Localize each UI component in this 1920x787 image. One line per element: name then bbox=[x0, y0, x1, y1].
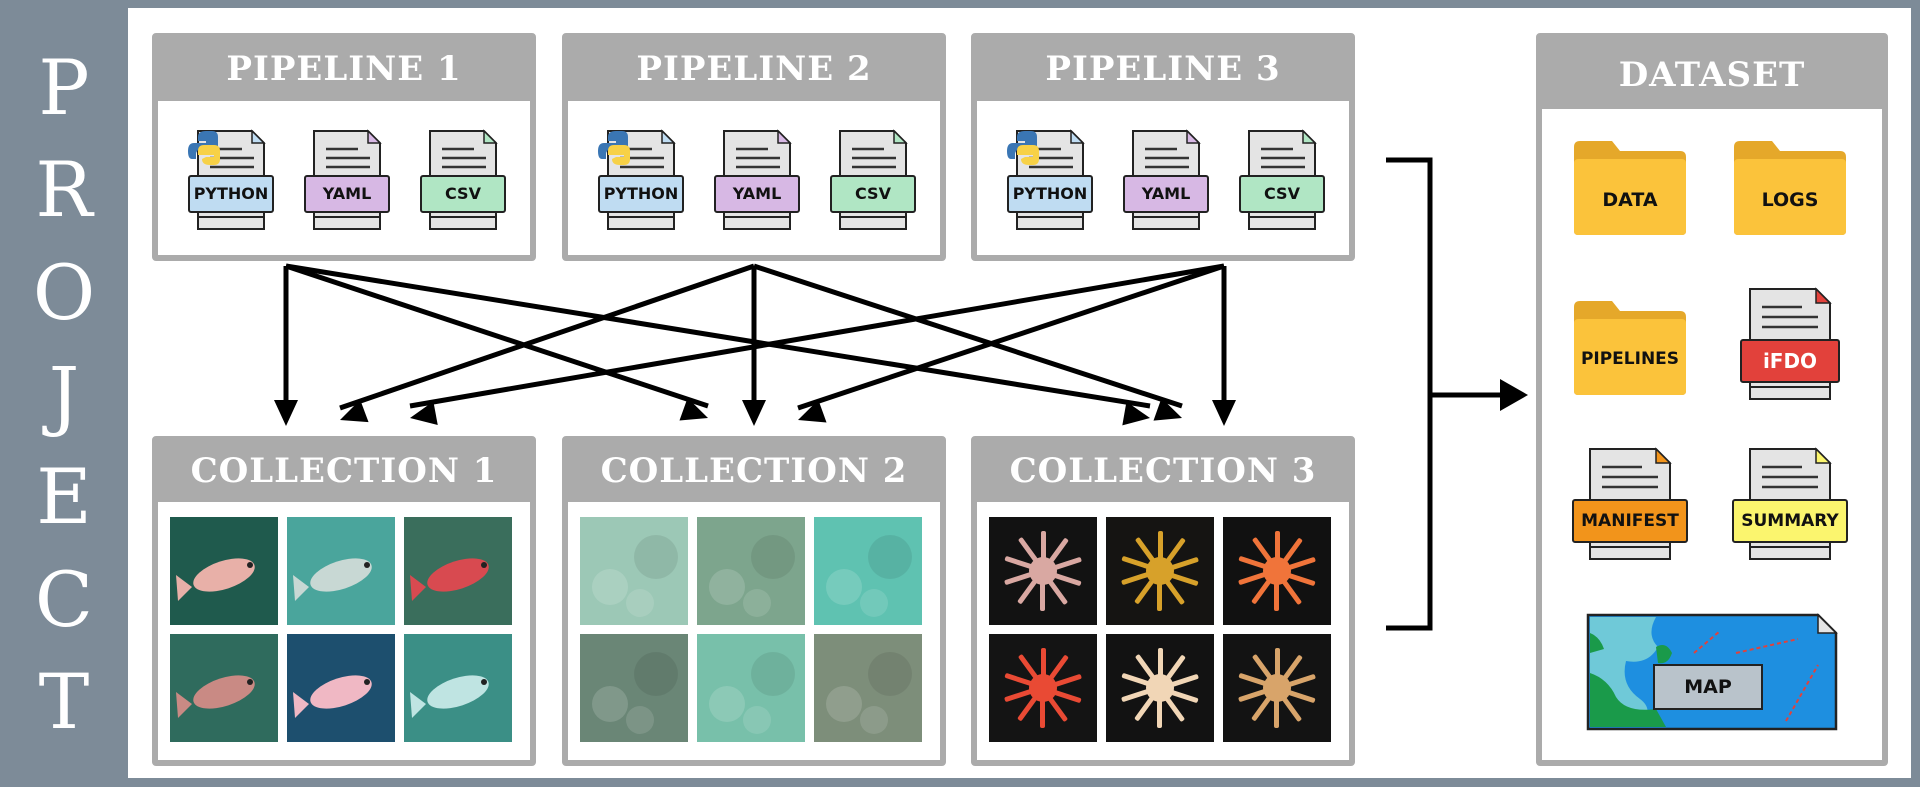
seafloor-image[interactable] bbox=[580, 634, 688, 742]
arrowhead bbox=[679, 397, 708, 421]
data-folder-icon[interactable]: DATA bbox=[1572, 137, 1688, 237]
ifdo-file-icon[interactable]: iFDO bbox=[1740, 287, 1840, 403]
image-grid bbox=[989, 517, 1331, 742]
project-letter: E bbox=[36, 452, 92, 542]
file-badge: PYTHON bbox=[188, 175, 274, 213]
specimens-image[interactable] bbox=[989, 634, 1097, 742]
collection-panel-1[interactable]: COLLECTION 1 bbox=[152, 436, 536, 766]
project-letter: C bbox=[34, 554, 94, 644]
csv-file-icon[interactable]: CSV bbox=[1239, 129, 1325, 233]
project-letter: O bbox=[32, 247, 96, 337]
pipeline-title: PIPELINE 2 bbox=[568, 39, 940, 101]
folder-label: LOGS bbox=[1761, 189, 1819, 211]
map-label: MAP bbox=[1684, 676, 1732, 698]
seafloor-image[interactable] bbox=[814, 634, 922, 742]
file-badge: SUMMARY bbox=[1732, 499, 1848, 543]
fish-image[interactable] bbox=[287, 634, 395, 742]
dataset-panel[interactable]: DATASET DATA LOGS PIPELINES bbox=[1536, 33, 1888, 766]
pipeline-panel-1[interactable]: PIPELINE 1 PYTHON YAML CSV bbox=[152, 33, 536, 261]
csv-file-icon[interactable]: CSV bbox=[420, 129, 506, 233]
file-badge: CSV bbox=[420, 175, 506, 213]
collection-panel-3[interactable]: COLLECTION 3 bbox=[971, 436, 1355, 766]
image-grid bbox=[170, 517, 512, 742]
merge-bracket bbox=[1386, 157, 1433, 631]
pipeline-title: PIPELINE 3 bbox=[977, 39, 1349, 101]
project-letter: R bbox=[35, 145, 93, 235]
pipeline-panel-3[interactable]: PIPELINE 3 PYTHON YAML CSV bbox=[971, 33, 1355, 261]
pipeline-title: PIPELINE 1 bbox=[158, 39, 530, 101]
to-dataset-arrowhead bbox=[1500, 379, 1528, 411]
collection-panel-2[interactable]: COLLECTION 2 bbox=[562, 436, 946, 766]
arrowhead bbox=[340, 399, 369, 423]
arrowhead bbox=[410, 401, 438, 426]
specimens-image[interactable] bbox=[1223, 634, 1331, 742]
flow-arrow bbox=[753, 263, 1183, 409]
file-badge: MANIFEST bbox=[1572, 499, 1688, 543]
specimens-image[interactable] bbox=[1106, 517, 1214, 625]
csv-file-icon[interactable]: CSV bbox=[830, 129, 916, 233]
collection-title: COLLECTION 3 bbox=[977, 442, 1349, 502]
image-grid bbox=[580, 517, 922, 742]
specimens-image[interactable] bbox=[1223, 517, 1331, 625]
flow-arrow bbox=[409, 263, 1225, 409]
arrowhead bbox=[742, 400, 766, 426]
map-icon[interactable]: MAP bbox=[1586, 613, 1838, 731]
arrowhead bbox=[274, 400, 298, 426]
yaml-file-icon[interactable]: YAML bbox=[304, 129, 390, 233]
collection-title: COLLECTION 1 bbox=[158, 442, 530, 502]
fish-image[interactable] bbox=[404, 634, 512, 742]
file-badge: iFDO bbox=[1740, 339, 1840, 383]
arrowhead bbox=[798, 399, 827, 423]
python-file-icon[interactable]: PYTHON bbox=[598, 129, 684, 233]
project-letter: J bbox=[48, 349, 80, 439]
file-badge: CSV bbox=[830, 175, 916, 213]
file-badge: YAML bbox=[714, 175, 800, 213]
python-file-icon[interactable]: PYTHON bbox=[1007, 129, 1093, 233]
diagram-canvas: PIPELINE 1 PYTHON YAML CSV PIPELINE 2 bbox=[128, 8, 1911, 778]
fish-image[interactable] bbox=[404, 517, 512, 625]
yaml-file-icon[interactable]: YAML bbox=[1123, 129, 1209, 233]
folder-label: DATA bbox=[1602, 189, 1658, 211]
fish-image[interactable] bbox=[170, 634, 278, 742]
project-title: P R O J E C T bbox=[0, 50, 128, 740]
python-file-icon[interactable]: PYTHON bbox=[188, 129, 274, 233]
flow-arrow bbox=[339, 263, 755, 411]
collection-title: COLLECTION 2 bbox=[568, 442, 940, 502]
file-badge: PYTHON bbox=[1007, 175, 1093, 213]
seafloor-image[interactable] bbox=[697, 517, 805, 625]
specimens-image[interactable] bbox=[1106, 634, 1214, 742]
arrowhead bbox=[1122, 401, 1150, 426]
project-letter: P bbox=[38, 43, 90, 132]
flow-arrow bbox=[285, 263, 709, 409]
seafloor-image[interactable] bbox=[697, 634, 805, 742]
file-badge: YAML bbox=[304, 175, 390, 213]
yaml-file-icon[interactable]: YAML bbox=[714, 129, 800, 233]
seafloor-image[interactable] bbox=[814, 517, 922, 625]
file-badge: PYTHON bbox=[598, 175, 684, 213]
file-badge: YAML bbox=[1123, 175, 1209, 213]
flow-arrow bbox=[285, 263, 1151, 409]
file-badge: CSV bbox=[1239, 175, 1325, 213]
pipelines-folder-icon[interactable]: PIPELINES bbox=[1572, 297, 1688, 397]
logs-folder-icon[interactable]: LOGS bbox=[1732, 137, 1848, 237]
manifest-file-icon[interactable]: MANIFEST bbox=[1572, 447, 1688, 563]
arrowhead bbox=[1153, 397, 1182, 421]
fish-image[interactable] bbox=[287, 517, 395, 625]
specimens-image[interactable] bbox=[989, 517, 1097, 625]
dataset-title: DATASET bbox=[1542, 39, 1882, 109]
seafloor-image[interactable] bbox=[580, 517, 688, 625]
summary-file-icon[interactable]: SUMMARY bbox=[1732, 447, 1848, 563]
arrowhead bbox=[1212, 400, 1236, 426]
project-letter: T bbox=[38, 656, 90, 746]
pipeline-panel-2[interactable]: PIPELINE 2 PYTHON YAML CSV bbox=[562, 33, 946, 261]
flow-arrow bbox=[797, 263, 1225, 411]
folder-label: PIPELINES bbox=[1580, 349, 1680, 369]
flow-arrows bbox=[274, 157, 1528, 631]
fish-image[interactable] bbox=[170, 517, 278, 625]
project-band: P R O J E C T bbox=[0, 0, 128, 787]
